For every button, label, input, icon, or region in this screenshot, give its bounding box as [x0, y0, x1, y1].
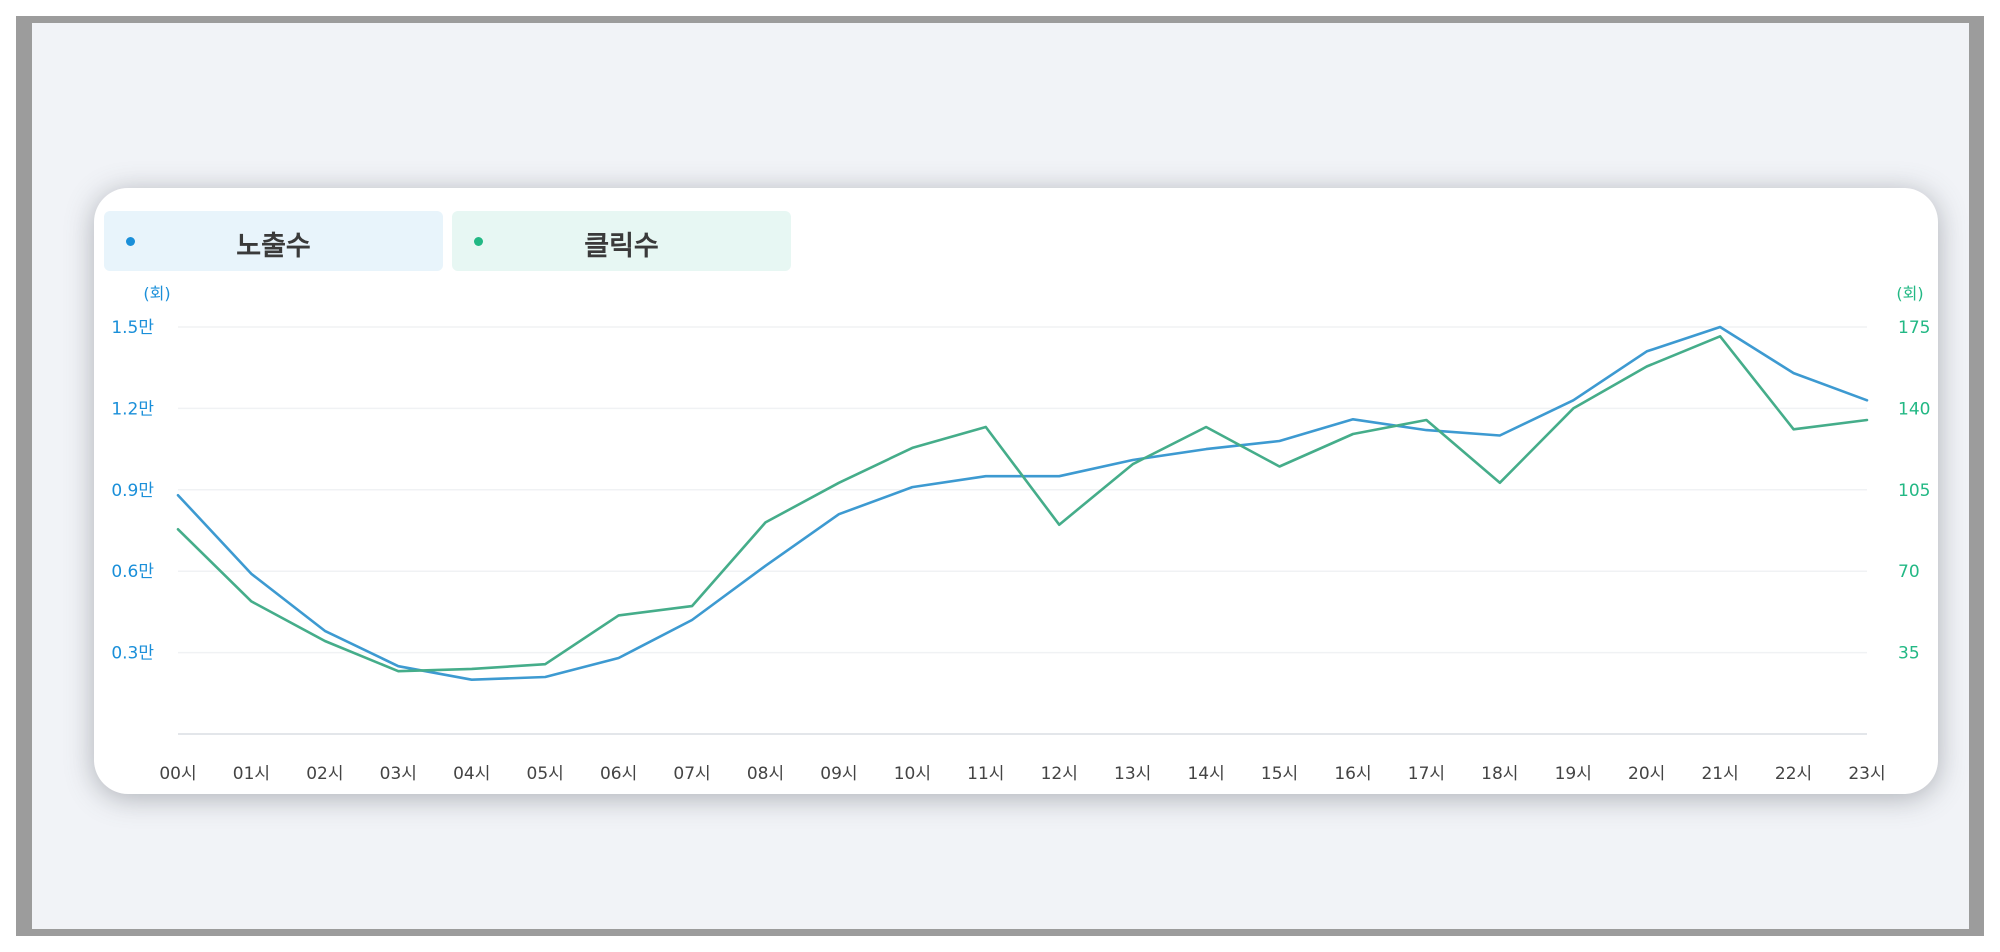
x-tick-label-3: 03시: [380, 764, 417, 784]
x-tick-label-1: 01시: [233, 764, 270, 784]
x-tick-label-5: 05시: [527, 764, 564, 784]
series-line-impressions: [176, 325, 1869, 682]
x-tick-label-10: 10시: [894, 764, 931, 784]
x-tick-label-21: 21시: [1701, 764, 1738, 784]
series-line-clicks: [176, 335, 1869, 673]
x-tick-label-16: 16시: [1334, 764, 1371, 784]
legend-toggle-clicks[interactable]: 클릭수: [452, 211, 791, 271]
legend-toggle-impressions[interactable]: 노출수: [104, 211, 443, 271]
x-tick-label-18: 18시: [1481, 764, 1518, 784]
x-tick-label-22: 22시: [1775, 764, 1812, 784]
x-tick-label-6: 06시: [600, 764, 637, 784]
x-tick-label-20: 20시: [1628, 764, 1665, 784]
line-chart: (회) 0.3만 0.6만 0.9만 1.2만 1.5만 (회) 35 70 105 140 175 0…: [111, 284, 1930, 784]
x-tick-label-12: 12시: [1041, 764, 1078, 784]
right-tick-label-0: 35: [1898, 644, 1920, 664]
right-tick-label-3: 140: [1898, 399, 1930, 419]
window-frame: 노출수 클릭수 (회) 0.3만 0.6만 0.9만 1.2만 1.5만 (회) 35 70 10…: [16, 16, 1984, 936]
legend-label-impressions: 노출수: [236, 231, 311, 262]
x-tick-label-11: 11시: [967, 764, 1004, 784]
x-tick-label-19: 19시: [1555, 764, 1592, 784]
page-background: 노출수 클릭수 (회) 0.3만 0.6만 0.9만 1.2만 1.5만 (회) 35 70 10…: [32, 23, 1969, 929]
left-axis-unit: (회): [143, 284, 170, 303]
left-tick-label-0: 0.3만: [111, 644, 154, 664]
left-tick-label-1: 0.6만: [111, 562, 154, 582]
x-tick-label-14: 14시: [1187, 764, 1224, 784]
x-tick-label-0: 00시: [159, 764, 196, 784]
x-tick-label-13: 13시: [1114, 764, 1151, 784]
right-axis-unit: (회): [1896, 284, 1923, 303]
left-tick-label-2: 0.9만: [111, 481, 154, 501]
left-tick-label-3: 1.2만: [111, 399, 154, 419]
x-tick-label-9: 09시: [820, 764, 857, 784]
clicks-dot-icon: [474, 237, 483, 246]
right-tick-label-2: 105: [1898, 481, 1930, 501]
chart-card: 노출수 클릭수 (회) 0.3만 0.6만 0.9만 1.2만 1.5만 (회) 35 70 10…: [94, 188, 1938, 794]
x-tick-label-4: 04시: [453, 764, 490, 784]
legend-label-clicks: 클릭수: [584, 231, 659, 262]
x-tick-label-15: 15시: [1261, 764, 1298, 784]
right-tick-label-4: 175: [1898, 318, 1930, 338]
right-tick-label-1: 70: [1898, 562, 1920, 582]
x-tick-label-17: 17시: [1408, 764, 1445, 784]
x-tick-label-23: 23시: [1848, 764, 1885, 784]
x-tick-label-7: 07시: [673, 764, 710, 784]
x-tick-label-8: 08시: [747, 764, 784, 784]
left-tick-label-4: 1.5만: [111, 318, 154, 338]
x-tick-label-2: 02시: [306, 764, 343, 784]
impressions-dot-icon: [126, 237, 135, 246]
